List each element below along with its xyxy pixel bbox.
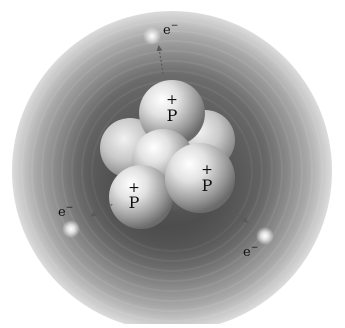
- electron-left: [62, 220, 80, 238]
- electron-label-left: e−: [58, 203, 73, 220]
- electron-arrow-top: [156, 45, 164, 75]
- proton-charge: +: [128, 180, 140, 196]
- proton-right: [165, 143, 235, 213]
- proton-label-top: + P: [166, 92, 178, 125]
- electron-top: [143, 27, 161, 45]
- proton-charge: +: [166, 92, 178, 108]
- electron-label-right: e−: [243, 243, 258, 260]
- proton-letter: P: [202, 176, 213, 195]
- proton-letter: P: [129, 193, 140, 212]
- proton-top: [139, 80, 205, 146]
- electron-arrow-right: [231, 209, 249, 223]
- nucleus: [100, 80, 235, 229]
- electron-right: [256, 227, 274, 245]
- proton-charge: +: [201, 162, 213, 178]
- proton-label-right: + P: [201, 162, 213, 195]
- proton-label-bottom-left: + P: [128, 180, 140, 212]
- electron-label-top: e−: [163, 21, 178, 38]
- proton-bottom-left: [109, 165, 173, 229]
- proton-letter: P: [167, 106, 178, 125]
